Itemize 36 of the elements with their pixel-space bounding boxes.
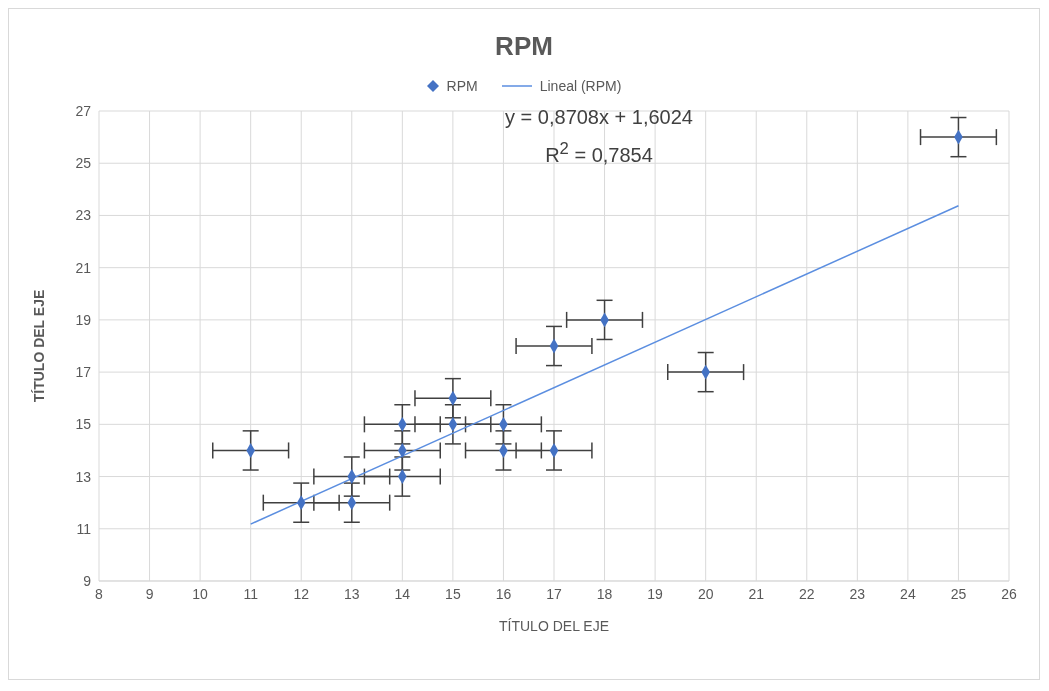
x-tick-label: 14 (394, 585, 411, 602)
y-tick-label: 9 (83, 572, 92, 589)
x-tick-label: 13 (343, 585, 360, 602)
annotation: y = 0,8708x + 1,6024 (504, 105, 694, 130)
y-tick-label: 19 (75, 311, 92, 328)
x-tick-label: 23 (849, 585, 866, 602)
y-tick-label: 25 (75, 155, 92, 172)
y-tick-label: 13 (75, 468, 92, 485)
y-tick-label: 17 (75, 364, 92, 381)
y-tick-label: 11 (76, 520, 92, 537)
x-tick-label: 8 (95, 585, 104, 602)
x-tick-label: 10 (192, 585, 209, 602)
x-tick-label: 22 (798, 585, 815, 602)
x-tick-label: 24 (900, 585, 916, 602)
y-tick-label: 21 (75, 259, 92, 276)
x-tick-label: 20 (697, 585, 714, 602)
y-tick-label: 15 (75, 416, 92, 433)
x-axis-title: TÍTULO DEL EJE (499, 618, 609, 634)
x-tick-label: 21 (748, 585, 765, 602)
annotation: R$^{2}$ = 0,7854 (544, 138, 654, 168)
x-tick-label: 11 (243, 585, 259, 602)
x-tick-label: 18 (596, 585, 613, 602)
legend-label: RPM (446, 78, 478, 94)
chart-title: RPM (494, 31, 554, 63)
y-tick-label: 27 (75, 102, 92, 119)
legend-label: Lineal (RPM) (539, 78, 622, 94)
x-tick-label: 12 (293, 585, 310, 602)
x-tick-label: 17 (546, 585, 562, 602)
y-axis-title: TÍTULO DEL EJE (30, 289, 47, 403)
y-tick-label: 23 (75, 207, 92, 224)
x-tick-label: 19 (647, 585, 664, 602)
x-tick-label: 15 (445, 585, 461, 602)
x-tick-label: 16 (495, 585, 512, 602)
x-tick-label: 9 (145, 585, 154, 602)
x-tick-label: 25 (950, 585, 967, 602)
x-tick-label: 26 (1001, 585, 1017, 602)
